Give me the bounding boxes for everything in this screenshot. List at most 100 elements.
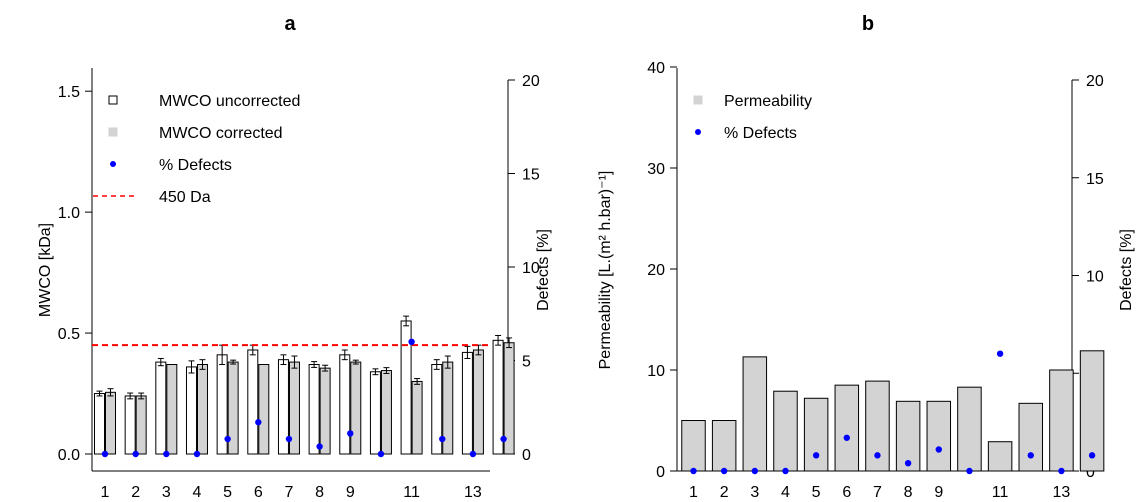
- y-tick-label: 30: [647, 161, 665, 178]
- y-tick-label: 20: [647, 262, 665, 279]
- bar: [247, 349, 259, 455]
- defect-point: [874, 452, 881, 459]
- x-tick-label: 7: [285, 484, 294, 501]
- defect-point: [966, 467, 973, 475]
- bar: [711, 420, 737, 472]
- bar: [957, 386, 982, 472]
- bar: [155, 361, 167, 455]
- y-tick-label: 0.0: [58, 447, 80, 464]
- defect-point: [935, 446, 942, 453]
- x-tick-label: 13: [464, 484, 482, 501]
- bar: [166, 364, 178, 455]
- bar: [742, 356, 768, 472]
- defect-point: [782, 467, 789, 475]
- bar: [339, 354, 351, 455]
- bar: [895, 400, 921, 472]
- bar: [196, 364, 208, 455]
- defect-point: [163, 450, 170, 458]
- defect-point: [377, 450, 385, 458]
- y2-tick-label: 0: [1086, 464, 1095, 481]
- x-tick-label: 2: [131, 484, 140, 501]
- defect-point: [996, 350, 1004, 357]
- x-tick-label: 4: [193, 484, 202, 501]
- bar: [258, 364, 270, 455]
- panel-a: a 0.0 0.5 1.0 1.5 0 5 10 15 20 MWCO [kDa] Defects […: [37, 13, 552, 501]
- panel-b: b 0 10 20 30 40 0 5 10 15 20 Permeability [L.(m² h.…: [597, 13, 1135, 501]
- x-tick-label: 8: [904, 484, 913, 501]
- x-tick-label: 8: [315, 484, 324, 501]
- bar: [308, 364, 320, 455]
- y-tick-label: 1.5: [58, 84, 80, 101]
- x-tick-label: 11: [403, 484, 420, 501]
- bar: [865, 380, 890, 472]
- defect-point: [132, 450, 139, 458]
- bar: [380, 370, 392, 455]
- defect-point: [812, 452, 820, 459]
- defect-point: [1088, 452, 1096, 459]
- y-tick-label: 40: [647, 60, 665, 77]
- bar: [1018, 402, 1044, 472]
- bar: [185, 366, 197, 455]
- defect-point: [904, 459, 912, 467]
- defect-point: [469, 450, 477, 458]
- panel-label: b: [862, 13, 874, 35]
- x-tick-label: 3: [750, 484, 759, 501]
- x-tick-label: 5: [812, 484, 821, 501]
- bar: [124, 395, 136, 455]
- x-tick-label: 1: [101, 484, 110, 501]
- y2-tick-label: 20: [522, 73, 540, 90]
- x-tick-label: 6: [842, 484, 851, 501]
- y2-axis-title: Defects [%]: [1118, 229, 1135, 311]
- defect-point: [720, 467, 728, 475]
- bar: [1049, 369, 1074, 472]
- y2-axis-title: Defects [%]: [535, 229, 552, 311]
- defect-point: [439, 435, 446, 443]
- defect-point: [224, 435, 231, 443]
- bar: [834, 384, 860, 472]
- y2-tick-label: 10: [522, 260, 540, 277]
- bar: [105, 391, 116, 455]
- legend-swatch: [693, 95, 703, 105]
- x-tick-label: 6: [254, 484, 263, 501]
- defect-point: [408, 338, 415, 345]
- bar: [411, 380, 423, 455]
- defect-point: [1027, 452, 1034, 459]
- bar: [926, 400, 952, 472]
- y-axis-title: MWCO [kDa]: [37, 223, 54, 317]
- bar: [94, 393, 105, 455]
- defect-point: [101, 450, 109, 458]
- defect-point: [255, 419, 262, 426]
- bar: [987, 441, 1013, 472]
- y-tick-label: 10: [647, 363, 665, 380]
- x-tick-label: 2: [720, 484, 729, 501]
- defect-point: [1058, 467, 1065, 475]
- legend-label: 450 Da: [159, 189, 211, 206]
- legend-swatch: [108, 127, 118, 137]
- bar: [773, 390, 798, 472]
- y-tick-label: 0: [656, 464, 665, 481]
- defect-point: [843, 434, 850, 441]
- legend-label: Permeability: [724, 93, 812, 110]
- x-tick-label: 5: [223, 484, 232, 501]
- bar: [461, 351, 473, 455]
- bar: [135, 395, 147, 455]
- y2-tick-label: 10: [1086, 269, 1104, 286]
- y-tick-label: 0.5: [58, 326, 80, 343]
- x-tick-label: 7: [873, 484, 882, 501]
- bar: [319, 367, 331, 455]
- y-tick-label: 1.0: [58, 205, 80, 222]
- bar: [472, 349, 484, 455]
- defect-point: [285, 435, 293, 443]
- bar: [803, 397, 829, 472]
- x-tick-label: 4: [781, 484, 790, 501]
- panel-label: a: [284, 13, 296, 35]
- y2-tick-label: 15: [522, 167, 540, 184]
- x-tick-label: 9: [346, 484, 355, 501]
- x-tick-label: 13: [1053, 484, 1071, 501]
- y-axis-title: Permeability [L.(m² h.bar)⁻¹]: [597, 171, 614, 370]
- y2-tick-label: 0: [522, 447, 531, 464]
- bar: [350, 361, 362, 455]
- defect-point: [690, 467, 697, 475]
- defect-point: [347, 430, 354, 437]
